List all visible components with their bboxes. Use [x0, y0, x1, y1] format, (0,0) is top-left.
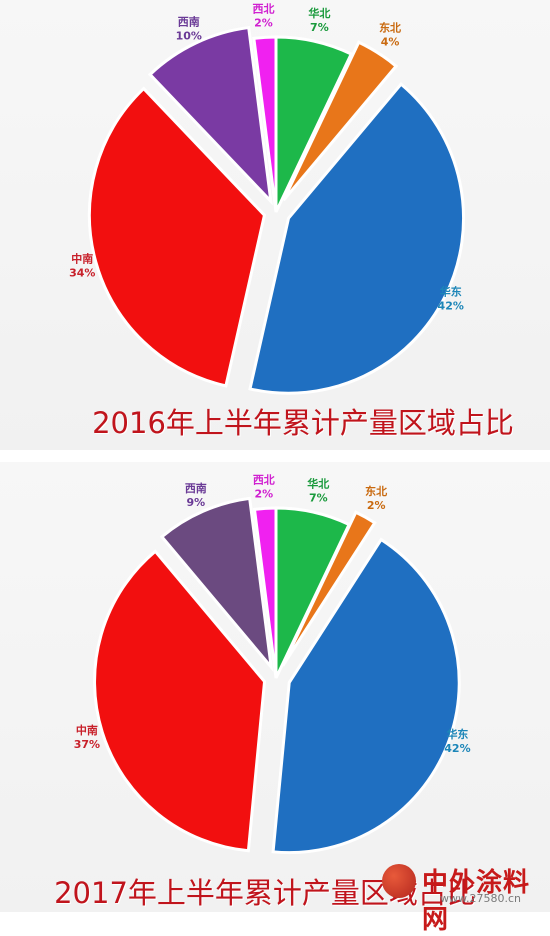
pie-slice-5 [252, 35, 278, 213]
slice-label-0: 华北 [307, 477, 329, 491]
slice-value-0: 7% [310, 21, 329, 34]
pie-slice-2 [271, 537, 461, 854]
slice-value-4: 9% [186, 496, 205, 509]
slice-value-4: 10% [176, 30, 202, 43]
slice-label-3: 中南 [76, 723, 98, 737]
brand-logo-icon [382, 864, 416, 898]
chart-panel-2016: 华北 7% 东北 4% 华东 42% 中南 34% 西南 10% 西北 2% 2016年上半年累计产量… [0, 0, 550, 450]
pie-slice-3 [93, 549, 267, 853]
pie-slice-4 [147, 25, 273, 206]
slice-value-3: 37% [74, 738, 100, 751]
watermark: 中外涂料网 www.27580.cn [382, 862, 542, 935]
slice-label-2: 华东 [440, 285, 462, 299]
slice-value-2: 42% [444, 742, 470, 755]
pie-slice-2 [248, 82, 466, 395]
pie-slice-5 [252, 506, 278, 679]
slice-value-5: 2% [254, 487, 273, 500]
watermark-url: www.27580.cn [440, 892, 521, 905]
pie-slice-1 [281, 510, 377, 667]
chart-title-2016: 2016年上半年累计产量区域占比 [92, 406, 514, 440]
slice-value-5: 2% [254, 16, 273, 29]
slice-label-5: 西北 [253, 1, 275, 15]
slice-value-1: 4% [381, 35, 400, 48]
watermark-brand: 中外涂料网 [422, 868, 531, 935]
slice-value-0: 7% [309, 492, 328, 505]
slice-label-2: 华东 [446, 727, 468, 741]
pie-slice-1 [282, 40, 399, 202]
slice-value-1: 2% [367, 499, 386, 512]
slice-label-5: 西北 [253, 472, 275, 486]
slice-label-3: 中南 [71, 252, 93, 266]
slice-label-4: 西南 [178, 15, 200, 29]
slice-label-1: 东北 [365, 484, 387, 498]
pie-slice-3 [87, 86, 267, 388]
panel-divider [0, 450, 550, 462]
pie-slice-4 [159, 496, 274, 672]
slice-label-4: 西南 [185, 481, 207, 495]
slice-label-1: 东北 [379, 20, 401, 34]
chart-panel-2017: 华北 7% 东北 2% 华东 42% 中南 37% 西南 9% 西北 2% 2017年上半年累计产量区… [0, 462, 550, 912]
slice-value-2: 42% [438, 300, 464, 313]
slice-label-0: 华北 [308, 6, 330, 20]
slice-value-3: 34% [69, 267, 95, 280]
